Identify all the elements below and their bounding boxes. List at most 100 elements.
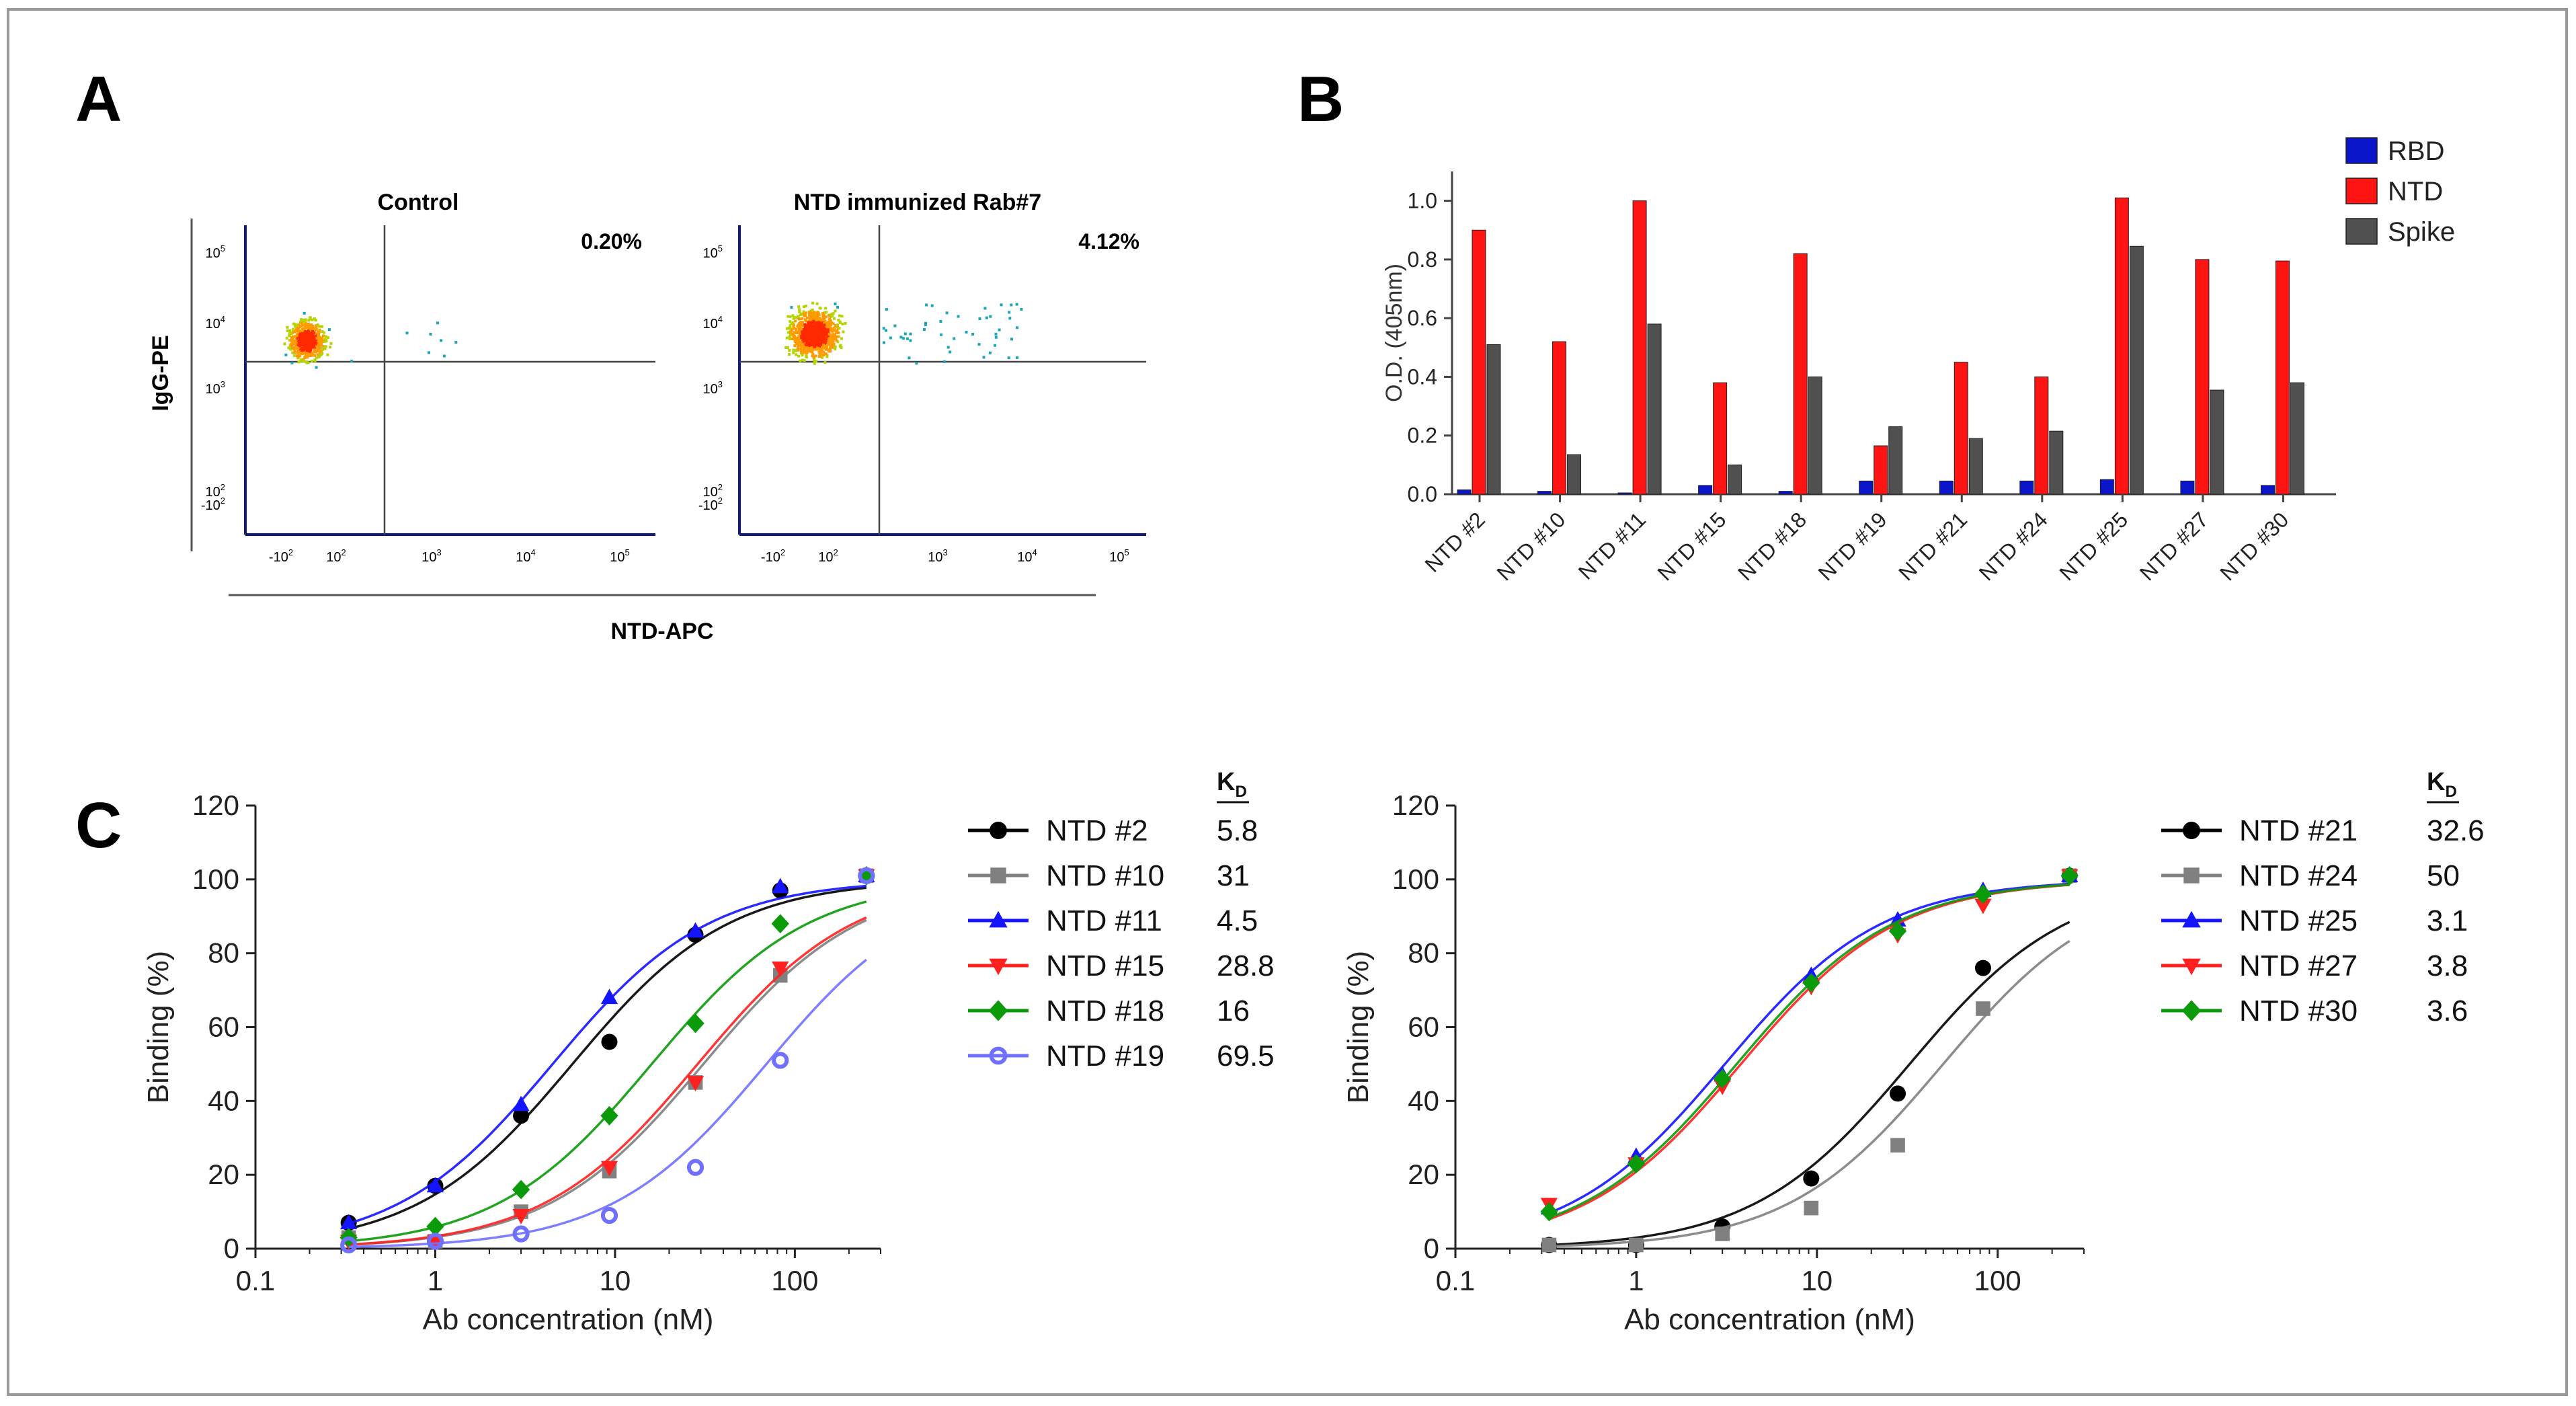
- legend-kd-value: 5.8: [1217, 814, 1258, 847]
- data-point: [772, 1052, 789, 1069]
- data-point: [1802, 973, 1820, 992]
- flow-event: [317, 345, 321, 348]
- flow-event: [291, 343, 294, 346]
- flow-event: [930, 304, 934, 307]
- data-point: [1804, 1200, 1819, 1216]
- flow-event: [313, 327, 316, 330]
- flow-event: [800, 317, 803, 320]
- flow-event: [799, 323, 802, 326]
- data-point: [772, 962, 789, 977]
- flow-event: [822, 331, 826, 334]
- flow-event: [909, 339, 912, 342]
- flow-event: [302, 343, 305, 346]
- data-point: [513, 1107, 530, 1124]
- bar-spike: [2210, 389, 2224, 495]
- flow-event: [298, 351, 302, 354]
- flow-event: [809, 348, 812, 351]
- flow-event: [802, 313, 805, 315]
- data-point: [340, 1236, 358, 1254]
- flow-event: [885, 308, 888, 311]
- data-point: [2182, 958, 2201, 976]
- flow-event: [803, 359, 806, 362]
- flow-event: [795, 315, 798, 319]
- flow-event: [303, 342, 307, 345]
- flow-event: [290, 345, 294, 348]
- flow-event: [793, 327, 796, 329]
- flow-gate-percent: 4.12%: [1078, 229, 1139, 253]
- panel-a-flow: IgG-PE NTD-APC Control 0.20% 105 104 103…: [148, 190, 1146, 644]
- legend-kd-value: 3.8: [2427, 949, 2468, 982]
- flow-event: [287, 346, 290, 350]
- flow-event: [811, 301, 815, 305]
- flow-event: [807, 325, 811, 329]
- bar-ntd: [1713, 382, 1728, 495]
- flow-event: [297, 335, 300, 338]
- flow-event: [304, 340, 307, 343]
- data-point: [686, 1076, 705, 1092]
- flow-event: [308, 336, 311, 339]
- flow-event: [810, 327, 813, 330]
- flow-event: [290, 336, 293, 339]
- flow-event: [823, 319, 827, 323]
- flow-event: [813, 324, 816, 327]
- flow-event: [825, 324, 828, 327]
- flow-event: [304, 318, 307, 321]
- flow-event: [908, 356, 911, 360]
- data-point: [601, 1033, 618, 1050]
- flow-event: [319, 336, 322, 339]
- binding-y-tick-label: 0: [1424, 1233, 1439, 1264]
- legend-series-name: NTD #2: [1046, 814, 1148, 847]
- legend-kd-value: 69.5: [1217, 1040, 1275, 1072]
- flow-event: [785, 327, 789, 330]
- flow-event: [319, 348, 323, 352]
- flow-event: [807, 343, 811, 346]
- flow-event: [314, 350, 317, 354]
- data-point: [989, 910, 1008, 928]
- flow-event: [316, 323, 319, 326]
- flow-event: [802, 328, 805, 331]
- flow-event: [803, 334, 807, 338]
- flow-event: [812, 319, 815, 323]
- binding-x-tick-label: 10: [1801, 1265, 1833, 1296]
- panel-c-right-binding-curves: 0 20 40 60 80 100 120 0.1 1 10 100 Ab concentration…: [1342, 768, 2485, 1336]
- flow-event: [314, 319, 317, 322]
- flow-event: [791, 314, 795, 317]
- data-point: [426, 1216, 444, 1237]
- data-point: [512, 1179, 530, 1200]
- flow-event: [787, 331, 790, 334]
- flow-event: [844, 322, 847, 325]
- data-point: [1540, 1202, 1558, 1222]
- flow-event: [285, 336, 288, 340]
- bar-rbd: [2099, 479, 2114, 495]
- flow-event: [837, 319, 840, 321]
- flow-event: [811, 337, 815, 340]
- flow-event: [835, 331, 838, 334]
- bar-ntd: [2195, 259, 2210, 495]
- svg-text:104: 104: [703, 314, 723, 331]
- flow-event: [801, 358, 804, 362]
- bar-rbd: [1939, 480, 1954, 495]
- flow-event: [300, 358, 303, 361]
- bar-y-tick-label: 0.8: [1408, 247, 1437, 272]
- legend-series-name: NTD #30: [2239, 994, 2358, 1027]
- flow-event: [828, 317, 831, 321]
- flow-event: [804, 319, 807, 323]
- flow-event: [1007, 356, 1010, 360]
- binding-y-tick-label: 80: [1408, 937, 1439, 969]
- flow-event: [798, 331, 801, 335]
- flow-event: [826, 325, 830, 329]
- flow-event: [800, 344, 803, 348]
- data-point: [600, 1105, 618, 1126]
- binding-y-tick-label: 120: [192, 789, 239, 821]
- flow-event: [797, 305, 801, 309]
- flow-event: [301, 352, 305, 355]
- binding-x-tick-label: 0.1: [236, 1265, 275, 1296]
- flow-event: [812, 332, 815, 336]
- flow-event: [405, 331, 409, 335]
- flow-event: [814, 335, 817, 338]
- flow-event: [312, 350, 315, 354]
- legend-kd-value: 31: [1217, 859, 1250, 892]
- flow-event: [314, 343, 317, 346]
- flow-event: [306, 356, 309, 359]
- flow-event: [789, 338, 792, 341]
